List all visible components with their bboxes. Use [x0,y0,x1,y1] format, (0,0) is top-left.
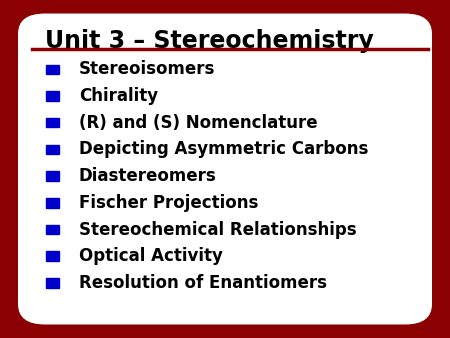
Text: Optical Activity: Optical Activity [79,247,223,265]
Text: Depicting Asymmetric Carbons: Depicting Asymmetric Carbons [79,140,368,159]
Bar [46,65,58,74]
Text: Fischer Projections: Fischer Projections [79,194,258,212]
Bar [46,91,58,101]
FancyBboxPatch shape [18,14,432,324]
Bar [46,118,58,127]
Text: Stereochemical Relationships: Stereochemical Relationships [79,220,356,239]
Text: Stereoisomers: Stereoisomers [79,60,215,78]
Bar [46,198,58,208]
Bar [46,225,58,234]
Bar [46,145,58,154]
Text: Chirality: Chirality [79,87,158,105]
Text: Diastereomers: Diastereomers [79,167,216,185]
Bar [46,251,58,261]
Bar [46,171,58,181]
Text: (R) and (S) Nomenclature: (R) and (S) Nomenclature [79,114,317,132]
Bar [46,278,58,288]
Text: Resolution of Enantiomers: Resolution of Enantiomers [79,274,327,292]
Text: Unit 3 – Stereochemistry: Unit 3 – Stereochemistry [45,29,374,53]
